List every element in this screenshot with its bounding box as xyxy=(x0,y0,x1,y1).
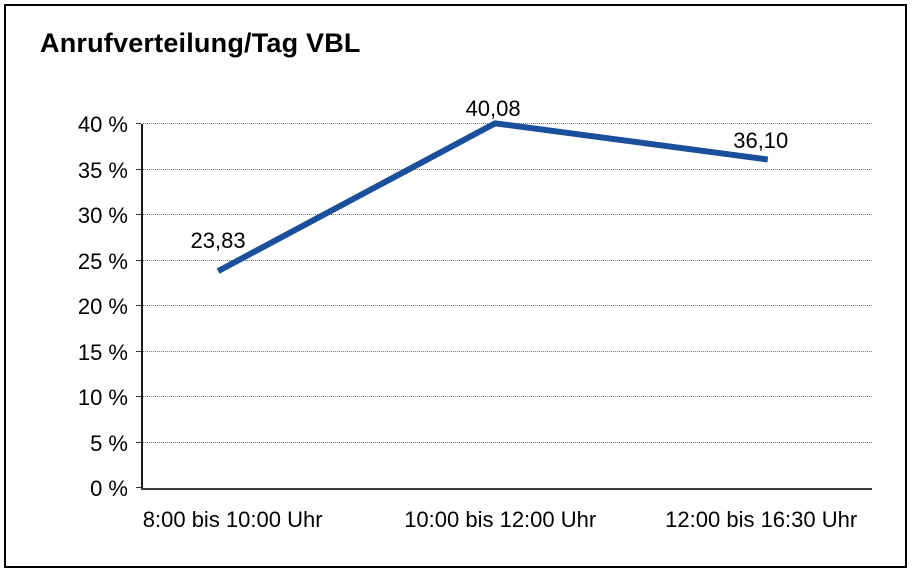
gridline-20 xyxy=(143,305,872,306)
y-tick-30 xyxy=(136,214,141,215)
data-line-canvas xyxy=(216,120,769,274)
x-category-label-1: 10:00 bis 12:00 Uhr xyxy=(404,507,597,532)
x-axis xyxy=(141,488,872,490)
gridline-25 xyxy=(143,259,872,261)
y-tick-40 xyxy=(136,123,141,124)
y-axis xyxy=(141,124,143,490)
y-tick-20 xyxy=(136,305,141,306)
y-tick-label-20: 20 % xyxy=(77,294,128,319)
y-tick-15 xyxy=(136,350,141,352)
gridline-15 xyxy=(143,350,872,352)
y-tick-25 xyxy=(136,259,141,261)
gridline-5 xyxy=(143,441,872,443)
y-tick-label-15: 15 % xyxy=(77,339,128,365)
y-tick-label-30: 30 % xyxy=(77,203,128,228)
y-tick-10 xyxy=(136,396,141,397)
y-tick-0 xyxy=(136,487,141,488)
chart-frame xyxy=(4,4,907,568)
y-tick-5 xyxy=(136,441,141,443)
y-tick-label-0: 0 % xyxy=(90,476,128,501)
gridline-35 xyxy=(143,168,872,170)
y-tick-label-5: 5 % xyxy=(90,430,128,456)
y-tick-label-40: 40 % xyxy=(77,112,128,137)
y-tick-35 xyxy=(136,168,141,170)
data-line xyxy=(216,120,769,274)
data-label-1: 40,08 xyxy=(465,96,521,122)
data-label-2: 36,10 xyxy=(733,128,789,154)
data-label-0: 23,83 xyxy=(190,228,246,254)
gridline-30 xyxy=(143,214,872,215)
gridline-10 xyxy=(143,396,872,397)
y-tick-label-10: 10 % xyxy=(77,385,128,410)
y-tick-label-35: 35 % xyxy=(77,157,128,183)
x-category-label-0: 8:00 bis 10:00 Uhr xyxy=(142,507,323,532)
x-category-label-2: 12:00 bis 16:30 Uhr xyxy=(665,507,858,532)
chart-title: Anrufverteilung/Tag VBL xyxy=(40,28,361,58)
y-tick-label-25: 25 % xyxy=(77,248,128,274)
